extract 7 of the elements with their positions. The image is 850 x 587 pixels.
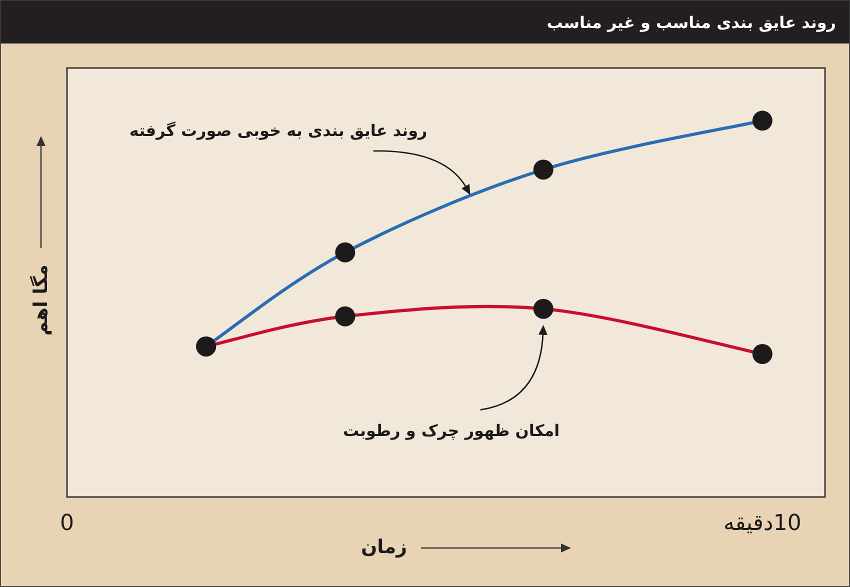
- ylabel: مگا اهم: [30, 264, 52, 336]
- annotation: روند عایق بندی به خوبی صورت گرفته: [129, 120, 428, 140]
- annotation: روند عایق بندی به خوبی صورت گرفته: [129, 120, 470, 195]
- annotation: امکان ظهور چرک و رطوبت: [343, 324, 560, 440]
- xlabel: زمان: [360, 536, 408, 558]
- annotation: امکان ظهور چرک و رطوبت: [343, 420, 560, 440]
- title: روند عایق بندی مناسب و غیر مناسب: [546, 13, 836, 32]
